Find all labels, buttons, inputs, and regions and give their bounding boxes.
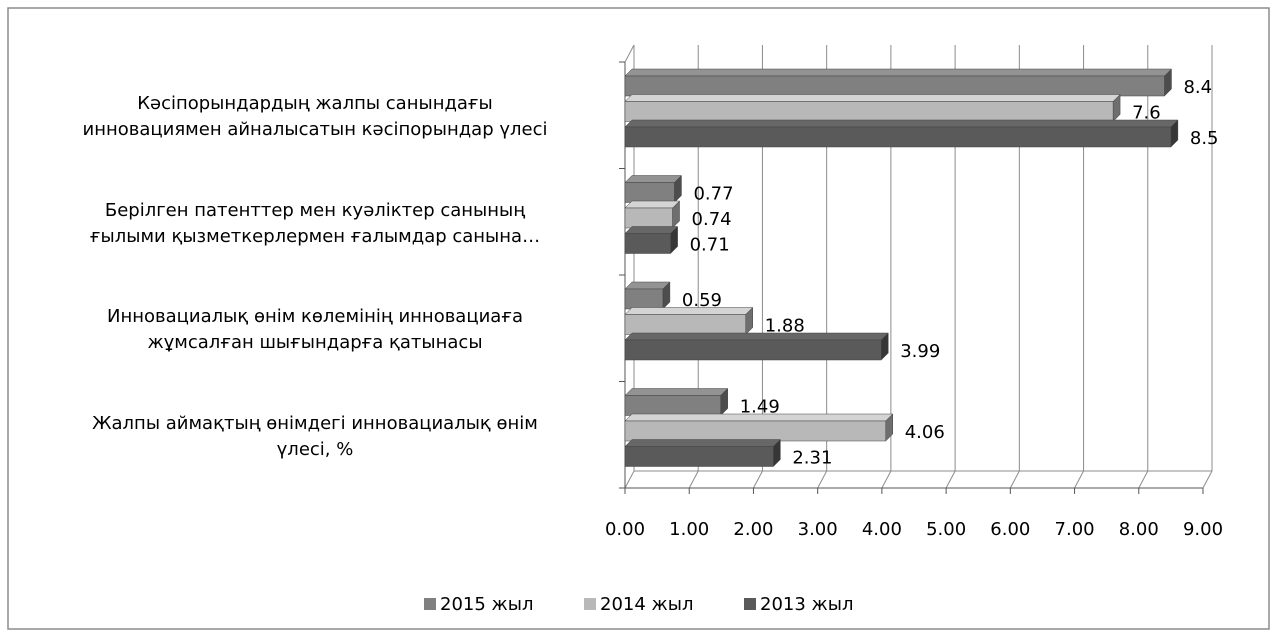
x-tick-label: 3.00 <box>798 519 838 540</box>
grid-floor <box>881 470 892 489</box>
bar-top <box>624 119 1179 128</box>
data-label: 0.71 <box>690 235 730 256</box>
bar <box>624 75 1165 97</box>
bar-top <box>624 413 894 422</box>
x-tick-label: 5.00 <box>926 519 966 540</box>
bar-top <box>624 332 889 341</box>
bar-top <box>624 175 683 183</box>
y-tick-label: Инновациалық өнім көлемінің инновациаға … <box>107 306 523 354</box>
bar-top <box>624 388 729 396</box>
bar-top <box>624 68 1173 77</box>
data-label: 0.74 <box>692 209 732 230</box>
x-tick-label: 0.00 <box>605 519 645 540</box>
data-label: 3.99 <box>900 341 940 362</box>
y-tick-label: Жалпы аймақтың өнімдегі инновациалық өні… <box>92 412 538 460</box>
y-tick-label: Берілген патенттер мен куәліктер санының… <box>89 199 541 247</box>
grid-floor <box>688 470 699 489</box>
x-tick-label: 6.00 <box>990 519 1030 540</box>
grid-floor <box>817 470 828 489</box>
bar-top <box>624 200 681 209</box>
bar-top <box>624 281 671 290</box>
bar <box>624 233 671 254</box>
legend-label: 2014 жыл <box>600 594 693 615</box>
legend-label: 2013 жыл <box>760 594 853 615</box>
bar <box>624 101 1114 122</box>
legend-swatch <box>424 598 436 610</box>
grid-floor <box>1202 470 1213 489</box>
grid-floor <box>1074 470 1084 489</box>
bar-top <box>624 94 1121 102</box>
bar-top <box>624 307 754 315</box>
x-tick-label: 9.00 <box>1183 519 1223 540</box>
bar <box>624 339 882 361</box>
data-label: 2.31 <box>792 448 832 469</box>
x-tick-label: 8.00 <box>1119 519 1159 540</box>
grid-floor <box>624 470 635 489</box>
bar-top <box>624 226 679 234</box>
bar <box>624 182 675 203</box>
data-label: 8.4 <box>1183 77 1212 98</box>
grid-floor <box>1138 470 1149 489</box>
data-label: 1.49 <box>740 397 780 418</box>
legend-swatch <box>584 598 596 610</box>
bar-top <box>624 439 781 447</box>
bar <box>624 395 721 416</box>
bar <box>624 207 673 229</box>
x-tick-label: 2.00 <box>733 519 773 540</box>
bar <box>624 288 664 310</box>
grid-floor <box>945 470 956 489</box>
bar <box>624 126 1172 148</box>
grid-floor <box>1009 470 1020 489</box>
data-label: 0.77 <box>693 184 733 205</box>
x-tick-label: 7.00 <box>1055 519 1095 540</box>
y-tick-label: Кәсіпорындардың жалпы санындағы инноваци… <box>82 93 548 141</box>
data-label: 7.6 <box>1132 103 1161 124</box>
chart-border <box>7 7 1270 630</box>
bar <box>624 314 746 335</box>
legend-swatch <box>744 598 756 610</box>
bar <box>624 446 774 467</box>
y-wall-top <box>624 44 635 63</box>
x-tick-label: 1.00 <box>669 519 709 540</box>
data-label: 0.59 <box>682 290 722 311</box>
legend-label: 2015 жыл <box>440 594 533 615</box>
x-tick-label: 4.00 <box>862 519 902 540</box>
grid-floor <box>753 470 763 489</box>
data-label: 4.06 <box>905 422 945 443</box>
bar <box>624 420 886 442</box>
data-label: 8.5 <box>1190 128 1219 149</box>
data-label: 1.88 <box>765 316 805 337</box>
